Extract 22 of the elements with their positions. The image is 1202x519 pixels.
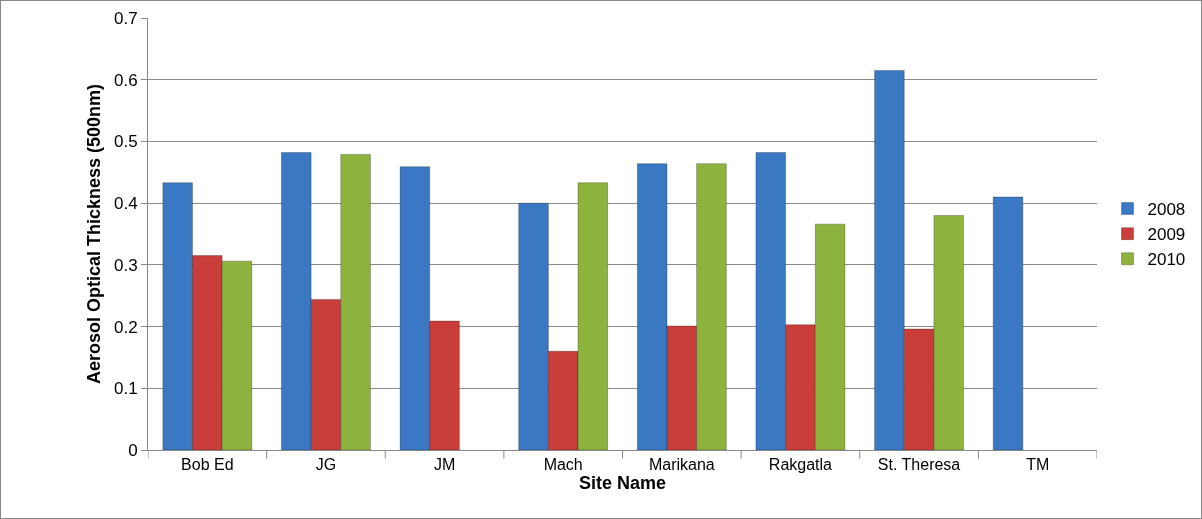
x-tick-label: TM bbox=[1026, 456, 1050, 474]
x-tick-label: Rakgatla bbox=[768, 456, 833, 474]
x-tick-label: St. Theresa bbox=[877, 456, 961, 474]
x-tick-label: Mach bbox=[543, 456, 583, 474]
y-tick-label: 0.1 bbox=[113, 379, 138, 399]
legend-label: 2008 bbox=[1147, 200, 1186, 220]
y-tick-label: 0.7 bbox=[113, 8, 138, 28]
y-tick-label: 0.3 bbox=[113, 255, 138, 275]
y-tick-label: 0.6 bbox=[113, 70, 138, 90]
x-tick-label: JG bbox=[315, 456, 337, 474]
x-tick-label: JM bbox=[433, 456, 456, 474]
y-axis-title: Aerosol Optical Thickness (500nm) bbox=[84, 83, 105, 385]
legend-label: 2009 bbox=[1147, 225, 1186, 245]
y-tick-label: 0.5 bbox=[113, 132, 138, 152]
x-tick-label: Marikana bbox=[648, 456, 715, 474]
y-tick-label: 0.2 bbox=[113, 317, 138, 337]
y-tick-label: 0 bbox=[128, 440, 138, 460]
legend-label: 2010 bbox=[1147, 250, 1186, 270]
x-axis-title: Site Name bbox=[578, 473, 667, 494]
bar bbox=[992, 196, 1024, 450]
x-tick-label: Bob Ed bbox=[181, 456, 234, 474]
y-tick-label: 0.4 bbox=[113, 194, 138, 214]
